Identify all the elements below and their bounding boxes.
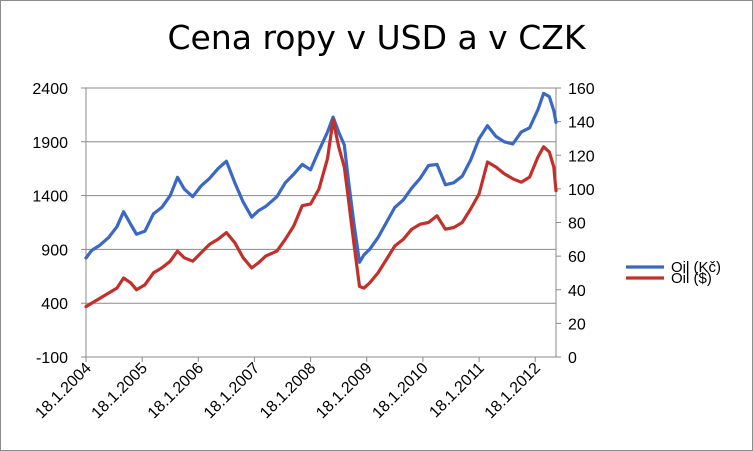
series-line-oil-czk [84, 91, 558, 264]
right-axis-ticks: 160 140 120 100 80 60 40 20 0 [556, 81, 595, 367]
x-tick-label: 18.1.2009 [313, 360, 375, 422]
left-tick-label: 400 [41, 296, 68, 313]
x-tick-label: 18.1.2007 [201, 360, 263, 422]
series-line-oil-usd [84, 118, 558, 309]
right-tick-label: 0 [568, 350, 577, 367]
x-tick-label: 18.1.2010 [369, 360, 431, 422]
x-tick-label: 18.1.2004 [32, 360, 94, 422]
left-axis-ticks: 2400 1900 1400 900 400 -100 [32, 81, 86, 367]
x-tick-label: 18.1.2012 [482, 360, 544, 422]
right-tick-label: 100 [568, 182, 595, 199]
left-tick-label: -100 [36, 350, 68, 367]
left-tick-label: 2400 [32, 81, 68, 98]
series-lines [84, 91, 558, 309]
x-tick-label: 18.1.2005 [89, 360, 151, 422]
right-tick-label: 40 [568, 283, 586, 300]
chart-title: Cena ropy v USD a v CZK [167, 18, 586, 57]
legend: Oil (Kč)Oil ($) [626, 259, 721, 287]
left-tick-label: 1400 [32, 189, 68, 206]
x-tick-label: 18.1.2006 [145, 360, 207, 422]
right-tick-label: 160 [568, 81, 595, 98]
right-tick-label: 140 [568, 115, 595, 132]
x-tick-label: 18.1.2008 [257, 360, 319, 422]
x-axis-ticks: 18.1.200418.1.200518.1.200618.1.200718.1… [32, 357, 544, 422]
right-tick-label: 60 [568, 249, 586, 266]
right-tick-label: 80 [568, 216, 586, 233]
left-tick-label: 1900 [32, 135, 68, 152]
right-tick-label: 20 [568, 316, 586, 333]
right-tick-label: 120 [568, 148, 595, 165]
legend-label-oil-czk: Oil (Kč) [671, 259, 721, 276]
legend-label-oil-usd: Oil ($) [671, 270, 712, 287]
left-tick-label: 900 [41, 242, 68, 259]
x-tick-label: 18.1.2011 [426, 360, 488, 422]
